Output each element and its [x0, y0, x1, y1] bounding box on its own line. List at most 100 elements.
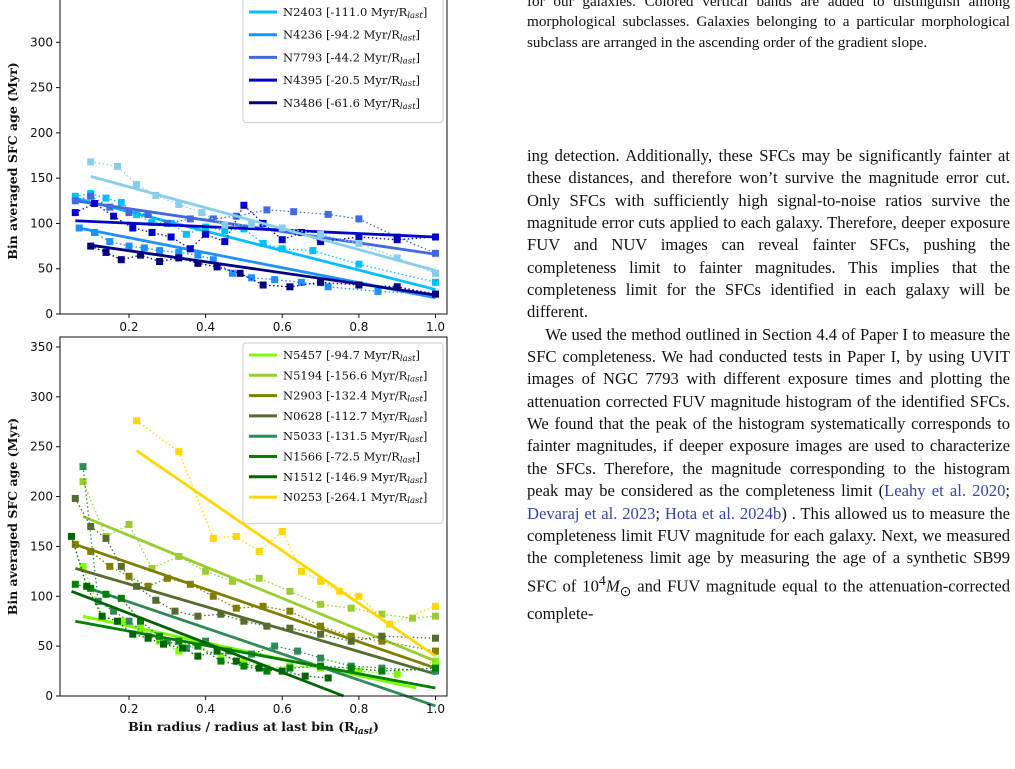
data-point [125, 521, 133, 528]
legend-close: ] [423, 389, 428, 403]
legend-entry: N2403 [-111.0 Myr/Rlast] [249, 5, 427, 21]
legend-text: N1512 [-146.9 Myr/R [283, 470, 408, 484]
series-dotted-line [75, 192, 436, 283]
exponent: 4 [598, 572, 606, 588]
axes-frame [59, 336, 448, 697]
data-point [202, 230, 210, 238]
legend-text: N3486 [-61.6 Myr/R [283, 96, 400, 110]
fit-line [74, 567, 436, 676]
x-tick-label: 0.2 [119, 702, 138, 716]
data-point [263, 622, 271, 630]
legend-subscript: last [407, 11, 423, 21]
y-axis-label: Bin averaged SFC age (Myr) [5, 418, 20, 615]
data-point [125, 242, 133, 250]
data-point [71, 209, 79, 217]
data-point [278, 528, 286, 535]
x-tick-label: 0.8 [349, 320, 368, 334]
data-point [133, 417, 141, 425]
legend-label: N7793 [-44.2 Myr/Rlast] [283, 50, 420, 66]
legend-label: N0253 [-264.1 Myr/Rlast] [283, 490, 427, 506]
data-point [217, 610, 225, 618]
data-point [129, 224, 137, 232]
data-point [102, 248, 110, 256]
data-point [347, 632, 355, 640]
y-tick-label: 50 [38, 262, 53, 276]
legend-label: N4236 [-94.2 Myr/Rlast] [283, 28, 420, 44]
legend-subscript: last [400, 79, 416, 89]
data-point [160, 640, 167, 648]
series-dotted-line [74, 498, 436, 642]
data-point [355, 239, 363, 247]
data-point [194, 251, 202, 259]
data-point [167, 233, 175, 241]
data-point [102, 194, 110, 202]
data-point [202, 637, 210, 645]
data-point [232, 532, 240, 540]
data-point [286, 607, 294, 615]
legend-entry: N5457 [-94.7 Myr/Rlast] [249, 348, 420, 364]
data-point [259, 602, 267, 610]
data-point [87, 547, 95, 555]
data-point [221, 238, 229, 246]
series-dotted-line [75, 202, 436, 250]
data-point [259, 239, 267, 247]
data-point [355, 260, 363, 268]
data-point [317, 622, 325, 630]
data-point [374, 287, 382, 295]
y-tick-label: 150 [30, 171, 53, 185]
data-point [255, 547, 263, 555]
citation-hota-2024b[interactable]: Hota et al. 2024b [664, 503, 782, 523]
data-point [324, 210, 332, 218]
fit-line [75, 219, 436, 239]
x-tick-label: 0.2 [119, 320, 138, 334]
data-point [152, 596, 160, 604]
data-point [240, 657, 248, 665]
data-point [133, 181, 141, 188]
data-point [236, 269, 244, 277]
data-point [110, 212, 118, 220]
data-point [209, 215, 217, 223]
x-tick-label: 1.0 [426, 702, 445, 716]
data-point [221, 221, 229, 229]
legend-close: ] [416, 450, 421, 464]
legend-entry: N5033 [-131.5 Myr/Rlast] [249, 429, 427, 445]
data-point [286, 664, 294, 672]
legend-subscript: last [407, 435, 423, 445]
data-point [432, 612, 439, 620]
legend-label: N5033 [-131.5 Myr/Rlast] [283, 429, 427, 445]
y-tick-label: 250 [30, 440, 53, 454]
data-point [317, 238, 325, 246]
data-point [228, 577, 236, 585]
data-point [175, 200, 183, 208]
data-point [194, 652, 202, 660]
data-point [137, 617, 144, 625]
data-point [378, 667, 386, 675]
legend-text: N1566 [-72.5 Myr/R [283, 450, 400, 464]
data-point [232, 657, 240, 665]
y-tick-label: 50 [38, 639, 53, 653]
legend-close: ] [416, 73, 421, 87]
citation-leahy-2020[interactable]: Leahy et al. 2020 [884, 481, 1006, 501]
data-point [278, 236, 286, 244]
figure-caption-tail: for our galaxies. Colored vertical bands… [527, 0, 1010, 53]
fit-line [74, 543, 436, 670]
data-point [347, 664, 355, 672]
x-tick-label: 0.4 [196, 320, 215, 334]
data-point [324, 283, 332, 291]
data-point [248, 274, 256, 282]
legend-subscript: last [407, 496, 423, 506]
data-point [156, 258, 164, 265]
fit-line [82, 515, 437, 663]
data-point [140, 244, 148, 252]
x-label-close: ) [373, 719, 379, 734]
citation-devaraj-2023[interactable]: Devaraj et al. 2023 [527, 503, 656, 523]
y-tick-label: 0 [45, 689, 53, 703]
legend-text: N5457 [-94.7 Myr/R [283, 348, 400, 362]
legend-label: N1566 [-72.5 Myr/Rlast] [283, 450, 420, 466]
top-panel: 0.2 0.4 0.6 0.8 1.0 0 50 100 150 200 250 300 Bin ave… [5, 0, 448, 334]
data-point [355, 233, 363, 241]
data-point [194, 259, 202, 267]
data-point [378, 637, 386, 645]
y-tick-label: 100 [30, 589, 53, 603]
legend-subscript: last [400, 354, 416, 364]
